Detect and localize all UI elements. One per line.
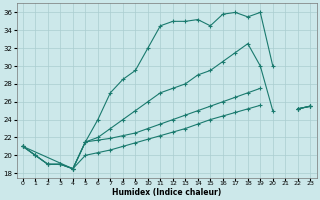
X-axis label: Humidex (Indice chaleur): Humidex (Indice chaleur) (112, 188, 221, 197)
